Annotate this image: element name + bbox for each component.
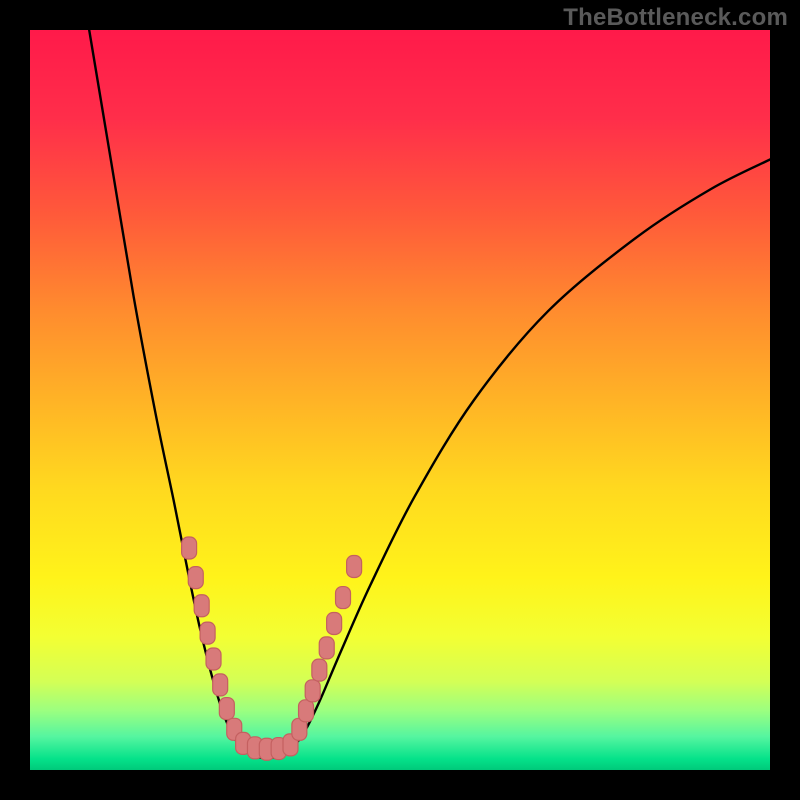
frame-right [770, 0, 800, 800]
watermark-text: TheBottleneck.com [563, 4, 788, 32]
plot-area [30, 30, 770, 770]
figure-root: TheBottleneck.com [0, 0, 800, 800]
frame-bottom [0, 770, 800, 800]
frame-left [0, 0, 30, 800]
